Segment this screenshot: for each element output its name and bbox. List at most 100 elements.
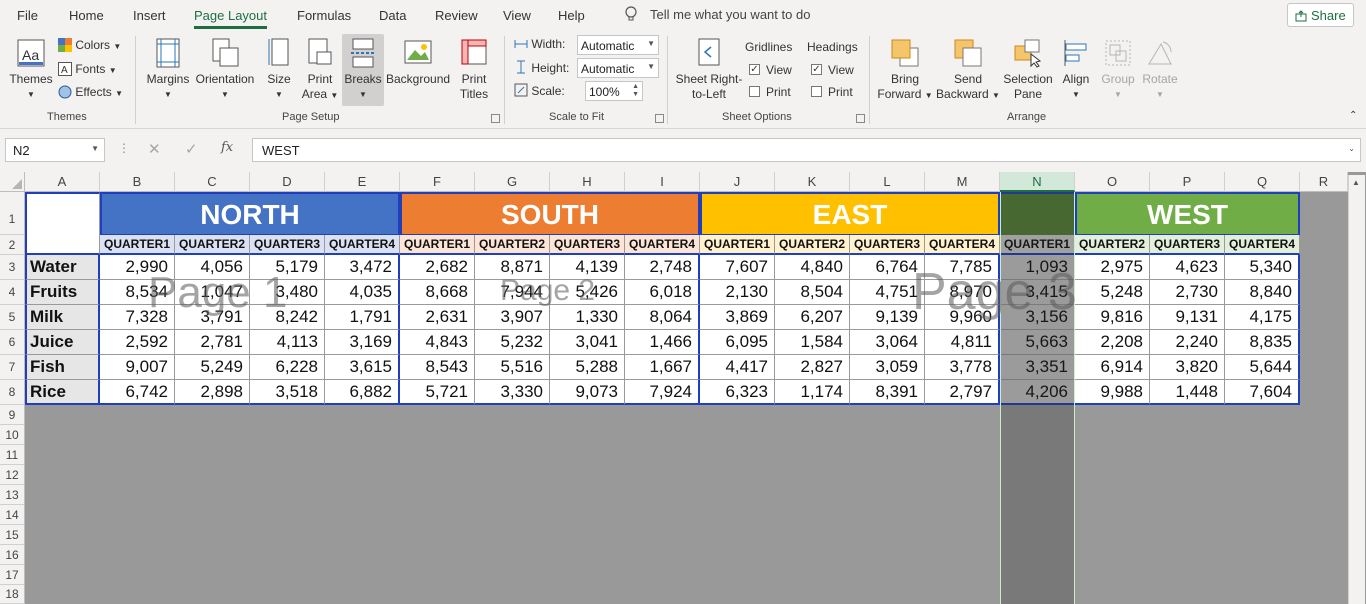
column-header-O[interactable]: O bbox=[1075, 172, 1150, 192]
quarter-header-G[interactable]: QUARTER2 bbox=[475, 235, 550, 255]
cell-Q7[interactable]: 5,644 bbox=[1225, 355, 1300, 380]
row-header-15[interactable]: 15 bbox=[0, 525, 25, 545]
tab-formulas[interactable]: Formulas bbox=[297, 8, 352, 23]
tab-home[interactable]: Home bbox=[69, 8, 104, 23]
tab-page-layout[interactable]: Page Layout bbox=[194, 8, 268, 29]
name-box[interactable]: N2 ▼ bbox=[5, 138, 105, 162]
cell-G6[interactable]: 5,232 bbox=[475, 330, 550, 355]
orientation-button[interactable]: Orientation ▼ bbox=[194, 36, 256, 104]
region-header-east[interactable]: EAST bbox=[700, 192, 1000, 235]
cell-C4[interactable]: 1,047 bbox=[175, 280, 250, 305]
cell-D7[interactable]: 6,228 bbox=[250, 355, 325, 380]
row-header-7[interactable]: 7 bbox=[0, 355, 25, 380]
cell-B5[interactable]: 7,328 bbox=[100, 305, 175, 330]
quarter-header-J[interactable]: QUARTER1 bbox=[700, 235, 775, 255]
cell-E7[interactable]: 3,615 bbox=[325, 355, 400, 380]
cell-N7[interactable]: 3,351 bbox=[1000, 355, 1075, 380]
align-button[interactable]: Align ▼ bbox=[1057, 36, 1095, 104]
page-setup-launcher-icon[interactable] bbox=[491, 114, 500, 123]
quarter-header-I[interactable]: QUARTER4 bbox=[625, 235, 700, 255]
cell-B8[interactable]: 6,742 bbox=[100, 380, 175, 405]
cell-D6[interactable]: 4,113 bbox=[250, 330, 325, 355]
cell-A1-A2[interactable] bbox=[25, 192, 100, 255]
row-header-16[interactable]: 16 bbox=[0, 545, 25, 565]
row-header-5[interactable]: 5 bbox=[0, 305, 25, 330]
cell-K4[interactable]: 8,504 bbox=[775, 280, 850, 305]
cell-N4[interactable]: 3,415 bbox=[1000, 280, 1075, 305]
cell-O5[interactable]: 9,816 bbox=[1075, 305, 1150, 330]
sheet-right-to-left-button[interactable]: Sheet Right-to-Left bbox=[674, 36, 744, 104]
scale-spinner[interactable]: 100% ▲ ▼ bbox=[585, 81, 643, 101]
cell-B6[interactable]: 2,592 bbox=[100, 330, 175, 355]
formula-input[interactable]: WEST ⌄ bbox=[252, 138, 1361, 162]
cell-L8[interactable]: 8,391 bbox=[850, 380, 925, 405]
cell-J5[interactable]: 3,869 bbox=[700, 305, 775, 330]
cell-P4[interactable]: 2,730 bbox=[1150, 280, 1225, 305]
row-header-18[interactable]: 18 bbox=[0, 585, 25, 604]
row-header-12[interactable]: 12 bbox=[0, 465, 25, 485]
cell-J7[interactable]: 4,417 bbox=[700, 355, 775, 380]
cell-B4[interactable]: 8,534 bbox=[100, 280, 175, 305]
row-header-9[interactable]: 9 bbox=[0, 405, 25, 425]
cell-Q8[interactable]: 7,604 bbox=[1225, 380, 1300, 405]
cell-G8[interactable]: 3,330 bbox=[475, 380, 550, 405]
column-header-L[interactable]: L bbox=[850, 172, 925, 192]
cell-I8[interactable]: 7,924 bbox=[625, 380, 700, 405]
cell-I7[interactable]: 1,667 bbox=[625, 355, 700, 380]
quarter-header-F[interactable]: QUARTER1 bbox=[400, 235, 475, 255]
cell-C6[interactable]: 2,781 bbox=[175, 330, 250, 355]
column-header-J[interactable]: J bbox=[700, 172, 775, 192]
cell-E6[interactable]: 3,169 bbox=[325, 330, 400, 355]
quarter-header-C[interactable]: QUARTER2 bbox=[175, 235, 250, 255]
cell-K3[interactable]: 4,840 bbox=[775, 255, 850, 280]
background-button[interactable]: Background bbox=[386, 36, 450, 104]
fonts-button[interactable]: A Fonts ▼ bbox=[58, 62, 117, 76]
group-button[interactable]: Group ▼ bbox=[1098, 36, 1138, 104]
width-dropdown[interactable]: Automatic ▼ bbox=[577, 35, 659, 55]
cell-P8[interactable]: 1,448 bbox=[1150, 380, 1225, 405]
cell-N3[interactable]: 1,093 bbox=[1000, 255, 1075, 280]
cell-D8[interactable]: 3,518 bbox=[250, 380, 325, 405]
collapse-ribbon-icon[interactable]: ⌃ bbox=[1349, 110, 1358, 121]
cell-E3[interactable]: 3,472 bbox=[325, 255, 400, 280]
tab-data[interactable]: Data bbox=[379, 8, 407, 23]
row-header-4[interactable]: 4 bbox=[0, 280, 25, 305]
gridlines-print-checkbox[interactable] bbox=[749, 86, 760, 97]
quarter-header-N[interactable]: QUARTER1 bbox=[1000, 235, 1075, 255]
cell-K5[interactable]: 6,207 bbox=[775, 305, 850, 330]
cell-F8[interactable]: 5,721 bbox=[400, 380, 475, 405]
product-label-water[interactable]: Water bbox=[25, 255, 100, 280]
cell-H3[interactable]: 4,139 bbox=[550, 255, 625, 280]
region-header-north[interactable]: NORTH bbox=[100, 192, 400, 235]
size-button[interactable]: Size ▼ bbox=[262, 36, 296, 104]
rotate-button[interactable]: Rotate ▼ bbox=[1140, 36, 1180, 104]
region-header-south[interactable]: SOUTH bbox=[400, 192, 700, 235]
cell-L5[interactable]: 9,139 bbox=[850, 305, 925, 330]
cell-M4[interactable]: 8,970 bbox=[925, 280, 1000, 305]
column-header-E[interactable]: E bbox=[325, 172, 400, 192]
row-header-6[interactable]: 6 bbox=[0, 330, 25, 355]
cell-F7[interactable]: 8,543 bbox=[400, 355, 475, 380]
cell-C8[interactable]: 2,898 bbox=[175, 380, 250, 405]
quarter-header-Q[interactable]: QUARTER4 bbox=[1225, 235, 1300, 255]
cell-P3[interactable]: 4,623 bbox=[1150, 255, 1225, 280]
tab-insert[interactable]: Insert bbox=[133, 8, 166, 23]
cell-M7[interactable]: 3,778 bbox=[925, 355, 1000, 380]
cell-G7[interactable]: 5,516 bbox=[475, 355, 550, 380]
cell-N6[interactable]: 5,663 bbox=[1000, 330, 1075, 355]
cell-K6[interactable]: 1,584 bbox=[775, 330, 850, 355]
region-header-west[interactable]: WEST bbox=[1075, 192, 1300, 235]
cell-L6[interactable]: 3,064 bbox=[850, 330, 925, 355]
cell-O3[interactable]: 2,975 bbox=[1075, 255, 1150, 280]
column-header-P[interactable]: P bbox=[1150, 172, 1225, 192]
column-header-N[interactable]: N bbox=[1000, 172, 1075, 192]
quarter-header-K[interactable]: QUARTER2 bbox=[775, 235, 850, 255]
scroll-up-icon[interactable]: ▲ bbox=[1352, 178, 1360, 187]
quarter-header-P[interactable]: QUARTER3 bbox=[1150, 235, 1225, 255]
cell-I4[interactable]: 6,018 bbox=[625, 280, 700, 305]
tell-me-search[interactable]: Tell me what you want to do bbox=[624, 6, 810, 22]
selection-pane-button[interactable]: Selection Pane bbox=[1002, 36, 1054, 104]
cell-J6[interactable]: 6,095 bbox=[700, 330, 775, 355]
cell-C3[interactable]: 4,056 bbox=[175, 255, 250, 280]
